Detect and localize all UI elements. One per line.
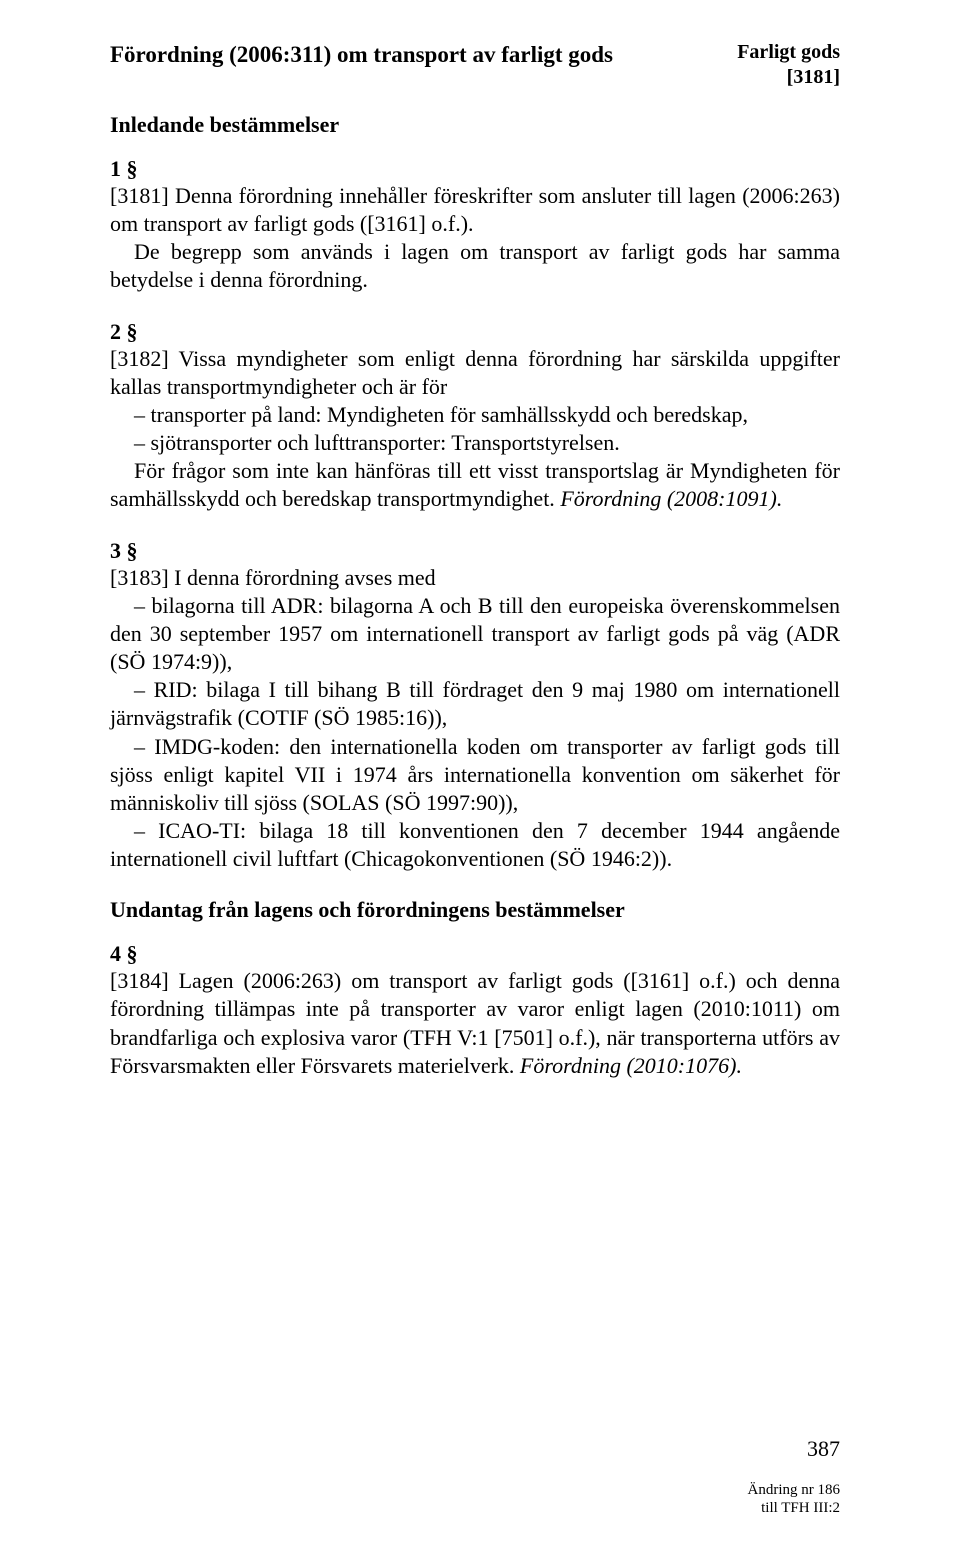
para-2-citation: Förordning (2008:1091). <box>560 486 782 511</box>
paragraph-1: 1 § [3181] Denna förordning innehåller f… <box>110 156 840 295</box>
para-number-2: 2 § <box>110 319 840 345</box>
section-heading-intro: Inledande bestämmelser <box>110 112 840 138</box>
para-number-3: 3 § <box>110 538 840 564</box>
footer-note: Ändring nr 186 till TFH III:2 <box>748 1481 841 1519</box>
para-3-item-2: – RID: bilaga I till bihang B till fördr… <box>110 676 840 732</box>
para-4-citation: Förordning (2010:1076). <box>520 1053 742 1078</box>
para-2-text-2: För frågor som inte kan hänföras till et… <box>110 457 840 513</box>
para-number-4: 4 § <box>110 941 840 967</box>
para-3-item-4: – ICAO-TI: bilaga 18 till konventionen d… <box>110 817 840 873</box>
header-corner: Farligt gods [3181] <box>737 40 840 90</box>
footer-note-line-2: till TFH III:2 <box>748 1499 841 1518</box>
corner-line-1: Farligt gods <box>737 40 840 65</box>
page-number: 387 <box>807 1436 840 1462</box>
para-1-text-1: [3181] Denna förordning innehåller föres… <box>110 182 840 238</box>
para-4-text: [3184] Lagen (2006:263) om transport av … <box>110 967 840 1080</box>
para-2-item-1: – transporter på land: Myndigheten för s… <box>110 401 840 429</box>
document-title: Förordning (2006:311) om transport av fa… <box>110 40 613 70</box>
para-1-text-2: De begrepp som används i lagen om transp… <box>110 238 840 294</box>
para-number-1: 1 § <box>110 156 840 182</box>
para-3-item-1: – bilagorna till ADR: bilagorna A och B … <box>110 592 840 676</box>
paragraph-3: 3 § [3183] I denna förordning avses med … <box>110 538 840 874</box>
section-heading-exempt: Undantag från lagens och förordningens b… <box>110 897 840 923</box>
paragraph-4: 4 § [3184] Lagen (2006:263) om transport… <box>110 941 840 1080</box>
para-3-item-3: – IMDG-koden: den internationella koden … <box>110 733 840 817</box>
paragraph-2: 2 § [3182] Vissa myndigheter som enligt … <box>110 319 840 514</box>
footer-note-line-1: Ändring nr 186 <box>748 1481 841 1500</box>
para-2-item-2: – sjötransporter och lufttransporter: Tr… <box>110 429 840 457</box>
para-3-lead: [3183] I denna förordning avses med <box>110 564 840 592</box>
para-2-lead: [3182] Vissa myndigheter som enligt denn… <box>110 345 840 401</box>
corner-line-2: [3181] <box>737 65 840 90</box>
